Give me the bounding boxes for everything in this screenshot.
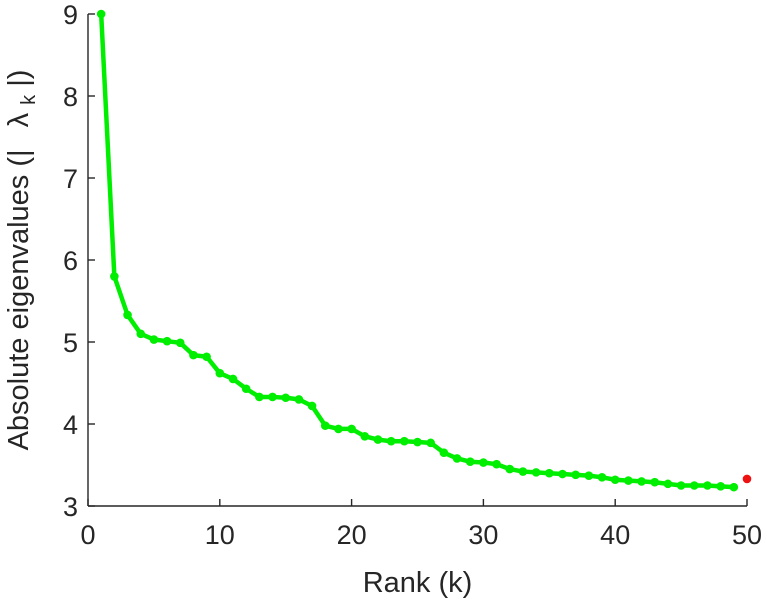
data-point xyxy=(307,401,317,411)
data-point xyxy=(334,424,343,434)
data-point xyxy=(729,482,739,492)
data-point xyxy=(689,481,699,490)
y-axis-title-subscript: k xyxy=(18,94,40,105)
data-point xyxy=(228,374,238,384)
data-point xyxy=(202,352,211,362)
data-point xyxy=(439,448,449,458)
data-point xyxy=(558,469,567,479)
data-point xyxy=(215,368,225,378)
x-tick-label: 10 xyxy=(205,520,235,550)
series-line xyxy=(98,11,737,490)
data-point xyxy=(597,473,607,482)
y-axis-title-close: |) xyxy=(3,70,35,87)
data-point xyxy=(624,476,633,485)
data-point xyxy=(452,454,462,463)
data-point xyxy=(347,424,356,434)
highlight-point xyxy=(742,474,752,484)
y-axis-title-lambda: λ xyxy=(3,112,35,127)
x-tick-label: 40 xyxy=(600,520,630,550)
data-point xyxy=(241,384,251,394)
data-point xyxy=(650,477,660,487)
data-point xyxy=(479,458,488,467)
data-point xyxy=(175,338,185,348)
data-point xyxy=(531,468,541,477)
data-point xyxy=(400,436,409,446)
data-point xyxy=(294,395,304,404)
data-point xyxy=(149,335,159,344)
data-point xyxy=(703,481,712,490)
y-tick-label: 8 xyxy=(63,82,78,112)
x-axis-ticks: 0 10 20 30 40 50 xyxy=(80,499,762,550)
y-tick-label: 5 xyxy=(63,328,78,358)
data-point xyxy=(663,479,673,489)
plot-area xyxy=(96,9,752,492)
data-point xyxy=(320,421,330,430)
x-tick-label: 30 xyxy=(468,520,498,550)
y-tick-label: 6 xyxy=(63,246,78,276)
data-point xyxy=(571,470,580,480)
data-point xyxy=(492,459,501,469)
x-axis-title: Rank (k) xyxy=(363,567,473,599)
data-point xyxy=(426,438,435,448)
y-tick-label: 4 xyxy=(63,410,78,440)
y-tick-label: 3 xyxy=(63,492,78,522)
y-tick-label: 9 xyxy=(63,0,78,30)
y-axis-title-main: Absolute eigenvalues (| xyxy=(3,149,35,450)
data-point xyxy=(386,436,396,446)
data-point xyxy=(413,437,422,447)
data-point xyxy=(518,467,528,476)
data-point xyxy=(465,457,475,467)
data-point xyxy=(136,329,146,339)
data-point xyxy=(281,393,291,403)
data-point xyxy=(373,435,383,444)
y-axis-title: Absolute eigenvalues (| λ k |) xyxy=(3,70,42,451)
y-axis-ticks: 3 4 5 6 7 8 9 xyxy=(63,0,95,522)
data-point xyxy=(716,482,725,491)
data-point xyxy=(584,471,594,480)
data-point xyxy=(110,272,119,281)
data-point xyxy=(268,392,277,402)
data-point xyxy=(676,481,686,490)
data-point xyxy=(123,310,132,320)
data-point xyxy=(610,475,620,485)
data-point xyxy=(545,468,554,478)
data-point xyxy=(255,392,264,402)
x-tick-label: 20 xyxy=(337,520,367,550)
x-tick-label: 0 xyxy=(80,520,95,550)
data-point xyxy=(360,432,370,441)
data-point xyxy=(189,350,198,360)
data-point xyxy=(505,464,515,474)
data-point xyxy=(637,477,646,486)
x-tick-label: 50 xyxy=(732,520,762,550)
data-point xyxy=(162,336,172,346)
data-point xyxy=(96,9,106,19)
y-tick-label: 7 xyxy=(63,164,78,194)
